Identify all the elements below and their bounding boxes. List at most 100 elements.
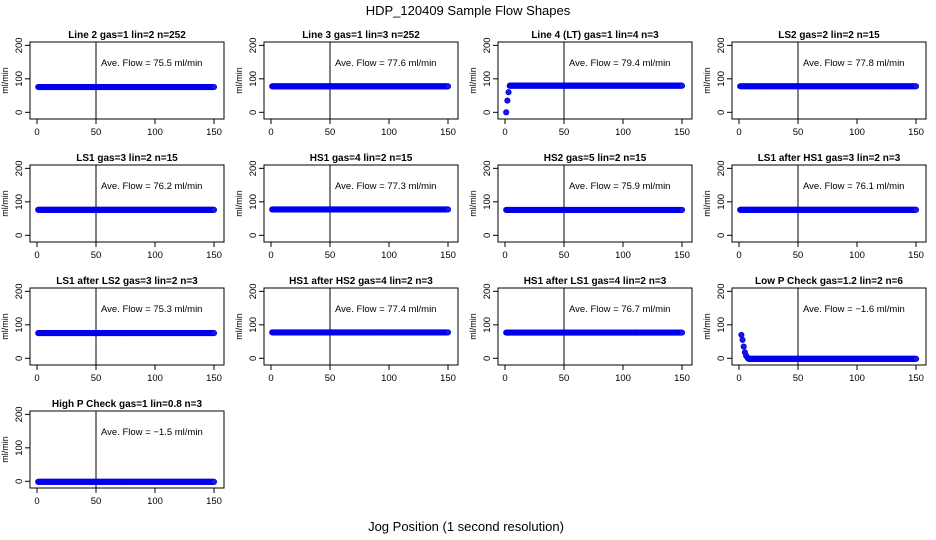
y-tick-label: 100	[14, 194, 25, 210]
panel-title: HS1 gas=4 lin=2 n=15	[310, 153, 413, 164]
data-points	[35, 330, 218, 337]
x-tick-label: 0	[736, 373, 741, 384]
panel-title: LS1 gas=3 lin=2 n=15	[76, 153, 178, 164]
y-tick-label: 0	[248, 233, 259, 238]
ave-flow-label: Ave. Flow = 75.5 ml/min	[101, 58, 202, 69]
data-point	[210, 478, 218, 485]
y-tick-label: 0	[14, 110, 25, 115]
y-tick-label: 0	[482, 110, 493, 115]
plot-frame	[731, 41, 927, 120]
data-point	[678, 206, 686, 213]
x-tick-label: 50	[91, 250, 102, 261]
panel-3: Line 4 (LT) gas=1 lin=4 n=3 Ave. Flow = 7…	[468, 30, 693, 138]
x-tick-label: 0	[268, 373, 273, 384]
y-tick-label: 200	[14, 37, 25, 53]
x-tick-label: 0	[736, 127, 741, 138]
x-tick-label: 150	[908, 127, 924, 138]
x-tick-label: 50	[325, 250, 336, 261]
y-tick-label: 200	[248, 283, 259, 299]
x-tick-label: 50	[793, 373, 804, 384]
data-point	[210, 330, 218, 337]
y-tick-label: 0	[716, 233, 727, 238]
y-tick-label: 100	[482, 194, 493, 210]
data-points	[35, 478, 218, 485]
panel-title: LS1 after LS2 gas=3 lin=2 n=3	[56, 276, 198, 287]
ave-flow-label: Ave. Flow = 75.9 ml/min	[569, 181, 670, 192]
x-tick-label: 0	[34, 496, 39, 507]
panel-title: Line 3 gas=1 lin=3 n=252	[302, 30, 420, 41]
y-tick-label: 100	[248, 71, 259, 87]
figure-x-axis-label: Jog Position (1 second resolution)	[368, 519, 564, 534]
y-axis-label: ml/min	[702, 190, 712, 217]
y-tick-label: 200	[248, 37, 259, 53]
x-tick-label: 0	[502, 127, 507, 138]
y-axis-label: ml/min	[0, 190, 10, 217]
y-tick-label: 100	[716, 194, 727, 210]
data-point	[210, 83, 218, 91]
x-tick-label: 50	[91, 373, 102, 384]
plot-frame	[497, 41, 693, 120]
data-point	[912, 83, 920, 90]
y-tick-label: 200	[716, 37, 727, 53]
data-points	[737, 206, 920, 213]
figure-title: HDP_120409 Sample Flow Shapes	[366, 3, 571, 18]
x-tick-label: 150	[206, 127, 222, 138]
x-tick-label: 100	[849, 373, 865, 384]
data-point	[505, 89, 512, 96]
panel-1: Line 2 gas=1 lin=2 n=252 Ave. Flow = 75.5…	[0, 30, 225, 138]
y-tick-label: 0	[716, 110, 727, 115]
x-tick-label: 150	[674, 127, 690, 138]
y-axis-label: ml/min	[0, 436, 10, 463]
x-tick-label: 50	[559, 127, 570, 138]
y-tick-label: 100	[482, 71, 493, 87]
x-tick-label: 100	[147, 496, 163, 507]
x-tick-label: 0	[736, 250, 741, 261]
x-tick-label: 150	[440, 373, 456, 384]
x-tick-label: 100	[147, 127, 163, 138]
y-tick-label: 200	[482, 37, 493, 53]
y-axis-label: ml/min	[468, 313, 478, 340]
data-points	[269, 206, 452, 213]
y-tick-label: 100	[14, 440, 25, 456]
y-axis-label: ml/min	[234, 190, 244, 217]
y-axis-label: ml/min	[702, 67, 712, 94]
x-tick-label: 100	[381, 127, 397, 138]
data-points	[269, 83, 452, 90]
y-axis-label: ml/min	[702, 313, 712, 340]
y-tick-label: 100	[482, 317, 493, 333]
x-tick-label: 100	[849, 250, 865, 261]
panel-title: LS2 gas=2 lin=2 n=15	[778, 30, 880, 41]
data-point	[678, 329, 686, 336]
panel-2: Line 3 gas=1 lin=3 n=252 Ave. Flow = 77.6…	[234, 30, 459, 138]
y-tick-label: 0	[14, 233, 25, 238]
ave-flow-label: Ave. Flow = 77.3 ml/min	[335, 181, 436, 192]
data-point	[444, 206, 452, 213]
data-points	[503, 206, 686, 213]
ave-flow-label: Ave. Flow = 75.3 ml/min	[101, 304, 202, 315]
panel-title: High P Check gas=1 lin=0.8 n=3	[52, 399, 203, 410]
x-tick-label: 0	[502, 250, 507, 261]
data-points	[737, 83, 920, 90]
panel-title: Line 4 (LT) gas=1 lin=4 n=3	[531, 30, 659, 41]
x-tick-label: 0	[268, 127, 273, 138]
panel-grid: Line 2 gas=1 lin=2 n=252 Ave. Flow = 75.5…	[0, 30, 927, 507]
y-tick-label: 0	[14, 479, 25, 484]
ave-flow-label: Ave. Flow = 76.1 ml/min	[803, 181, 904, 192]
panel-title: Line 2 gas=1 lin=2 n=252	[68, 30, 186, 41]
y-tick-label: 100	[14, 71, 25, 87]
x-tick-label: 0	[34, 250, 39, 261]
x-tick-label: 50	[325, 127, 336, 138]
data-points	[269, 329, 452, 336]
x-tick-label: 50	[325, 373, 336, 384]
y-tick-label: 200	[716, 160, 727, 176]
plot-frame	[29, 41, 225, 120]
y-tick-label: 0	[248, 356, 259, 361]
y-tick-label: 0	[482, 356, 493, 361]
x-tick-label: 50	[793, 127, 804, 138]
ave-flow-label: Ave. Flow = −1.6 ml/min	[803, 304, 905, 315]
x-tick-label: 150	[674, 250, 690, 261]
data-point	[738, 331, 745, 338]
x-tick-label: 150	[674, 373, 690, 384]
x-tick-label: 0	[502, 373, 507, 384]
